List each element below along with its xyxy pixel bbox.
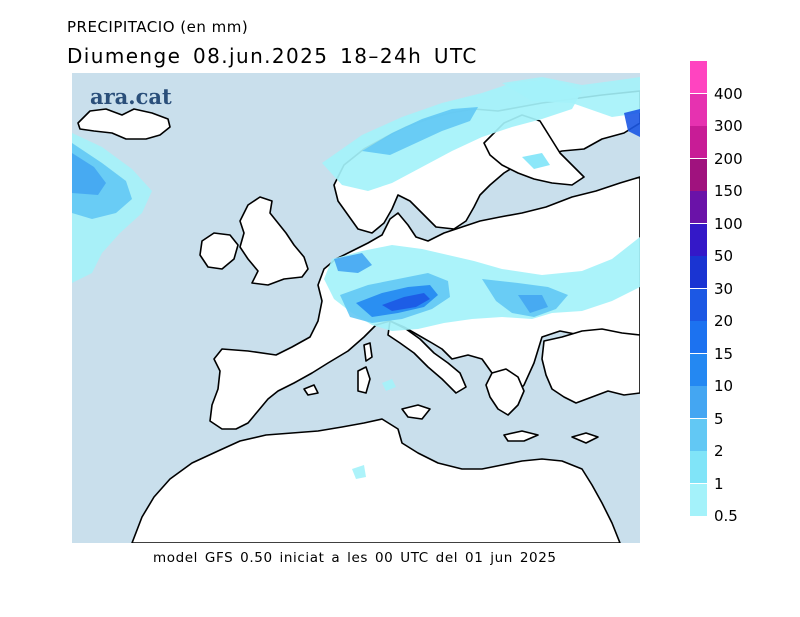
legend-label: 1 xyxy=(714,474,724,493)
legend-label: 0.5 xyxy=(714,507,738,525)
legend-swatch xyxy=(690,321,707,353)
legend-label: 15 xyxy=(714,344,734,363)
legend-swatch xyxy=(690,353,707,386)
precip-mediterranean-scatter xyxy=(382,379,396,391)
legend-label: 50 xyxy=(714,247,734,265)
legend-label: 10 xyxy=(714,377,734,395)
map-variable-title: PRECIPITACIO (en mm) xyxy=(67,18,249,36)
precip-scandinavia-north-light xyxy=(502,77,640,117)
precip-norway-band-light xyxy=(322,79,582,191)
legend-swatch xyxy=(690,256,707,288)
model-info-caption: model GFS 0.50 iniciat a les 00 UTC del … xyxy=(153,550,557,566)
sicily-landmass xyxy=(401,404,431,420)
anatolia-landmass xyxy=(541,328,640,404)
precip-baltic-light xyxy=(522,153,550,169)
precipitation-fields xyxy=(72,77,640,479)
precip-germany-moderate xyxy=(334,253,372,273)
legend-swatch xyxy=(690,386,707,418)
legend-label: 150 xyxy=(714,182,743,200)
legend-label: 400 xyxy=(714,84,743,103)
map-period-title: Diumenge 08.jun.2025 18–24h UTC xyxy=(67,44,478,68)
legend-label: 20 xyxy=(714,312,734,330)
precip-alps-core xyxy=(382,293,430,311)
crete-landmass xyxy=(503,430,539,442)
legend-label: 30 xyxy=(714,279,734,298)
legend-swatch xyxy=(690,61,707,93)
legend-swatch xyxy=(690,126,707,158)
legend-label: 5 xyxy=(714,409,724,428)
legend-swatch xyxy=(690,223,707,256)
legend-swatch xyxy=(690,483,707,516)
legend-swatch xyxy=(690,93,707,126)
precip-eastern-europe-heavy xyxy=(518,295,548,313)
north-africa-landmass xyxy=(131,418,621,543)
precip-west-atlantic-heavy xyxy=(72,153,106,195)
legend-swatch xyxy=(690,191,707,223)
ara-cat-logo: ara.cat xyxy=(90,84,172,109)
italy-peninsula xyxy=(387,320,467,394)
precip-north-africa-scatter xyxy=(352,465,366,479)
ireland-landmass xyxy=(199,232,239,270)
corsica-landmass xyxy=(363,342,373,362)
precip-norway-band-moderate xyxy=(362,107,478,155)
legend-label: 2 xyxy=(714,442,724,460)
legend-label: 200 xyxy=(714,149,743,168)
legend-swatch xyxy=(690,451,707,483)
legend-label: 100 xyxy=(714,214,743,233)
greece-landmass xyxy=(485,368,525,416)
legend-swatch xyxy=(690,418,707,451)
great-britain-landmass xyxy=(239,196,309,286)
precipitation-map: ara.cat xyxy=(72,73,640,543)
legend-swatch xyxy=(690,288,707,321)
iceland-landmass xyxy=(77,108,171,140)
sardinia-landmass xyxy=(357,366,371,394)
balearic-islands xyxy=(303,384,319,396)
precip-scandinavia-north-heavy xyxy=(624,109,640,137)
cyprus-landmass xyxy=(571,432,599,444)
legend-label: 300 xyxy=(714,117,743,135)
legend-swatch xyxy=(690,158,707,191)
